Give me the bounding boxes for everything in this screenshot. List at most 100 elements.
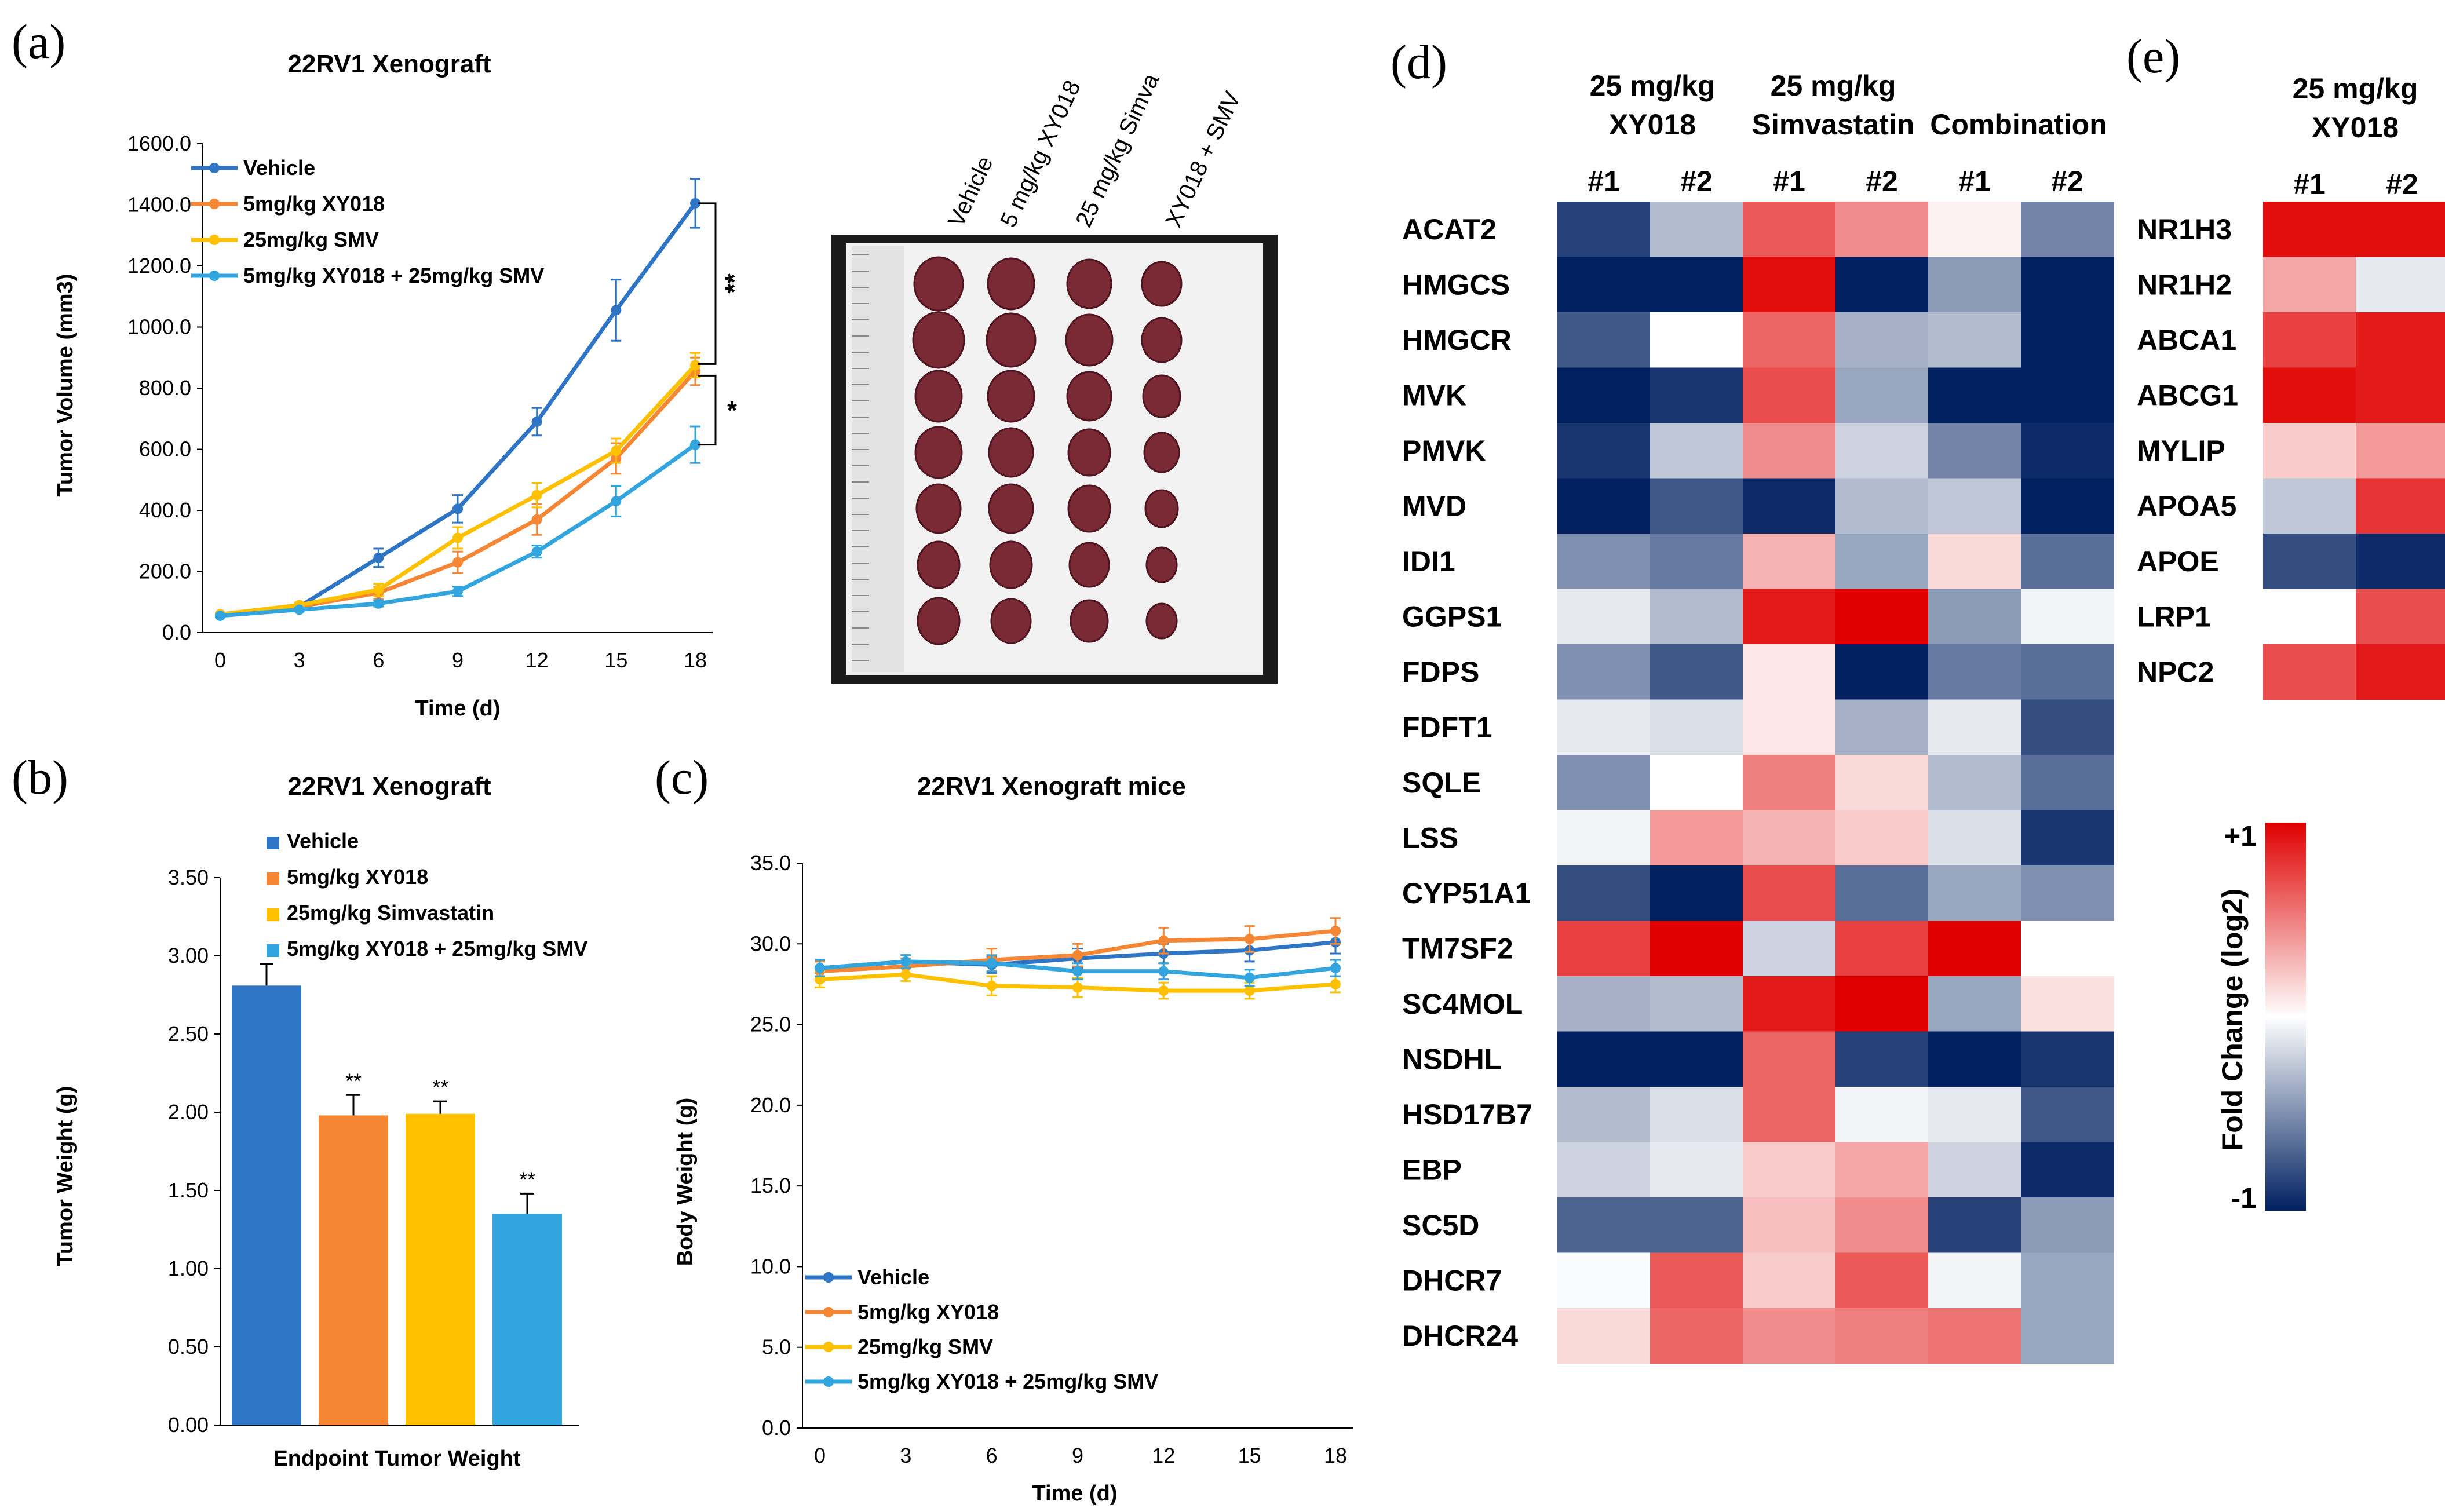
tumor-sample [988,427,1034,478]
photo-ruler-ticks [852,254,869,661]
chart-b-legend-label: 5mg/kg XY018 [287,865,428,889]
heatmap-d-cell-nsdhl-5 [2021,1031,2114,1087]
heatmap-d-cell-nsdhl-3 [1835,1031,1929,1087]
heatmap-d-row-label-mvk: MVK [1402,379,1466,411]
chart-c-y-tick-label: 0.0 [762,1416,791,1440]
heatmap-d-cell-hmgcs-3 [1835,257,1929,313]
chart-a-x-tick-label: 15 [604,648,627,672]
heatmap-d-cell-ggps1-4 [1928,589,2021,645]
tumor-sample [912,311,965,369]
chart-b-xlabel: Endpoint Tumor Weight [273,1447,520,1471]
chart-a-y-tick-label: 200.0 [139,560,191,583]
heatmap-d-cell-sqle-2 [1743,755,1836,810]
chart-c-y-tick-label: 15.0 [750,1174,791,1197]
chart-b-legend-label: 25mg/kg Simvastatin [287,901,494,925]
heatmap-d-cell-sc4mol-3 [1835,976,1929,1032]
panel-label-a: (a) [12,15,65,69]
chart-b-legend-label: 5mg/kg XY018 + 25mg/kg SMV [287,937,587,960]
chart-b-y-tick-label: 1.00 [168,1257,209,1280]
heatmap-d-row-label-dhcr24: DHCR24 [1402,1320,1518,1352]
photo-ruler [852,246,904,672]
heatmap-d-row-label-idi1: IDI1 [1402,545,1455,578]
heatmap-d-group3: Combination [1930,108,2107,141]
heatmap-d-cell-pmvk-4 [1928,423,2021,479]
chart-c-xlabel: Time (d) [1032,1481,1117,1506]
chart-a-y-tick-label: 1400.0 [127,193,191,217]
chart-c-y-tick-label: 30.0 [750,932,791,955]
heatmap-d-cell-hmgcs-1 [1650,257,1743,313]
chart-a-sig-bracket-1 [698,202,717,365]
heatmap-e-cell-apoe-0 [2263,534,2356,589]
chart-a-series-5mg-kg-xy018-25mg-kg-smv-point [373,598,384,609]
heatmap-d-cell-mvd-4 [1928,478,2021,534]
heatmap-d-col-label: #1 [1588,165,1620,198]
heatmap-d-cell-acat2-5 [2021,202,2114,257]
chart-c-series-25mg-kg-smv-point [1244,985,1255,996]
heatmap-d-cell-idi1-1 [1650,534,1743,589]
heatmap-d-cell-hmgcr-3 [1835,312,1929,368]
heatmap-d-cell-sc5d-3 [1835,1197,1929,1253]
heatmap-d-cell-ebp-4 [1928,1142,2021,1198]
chart-a-y-tick-label: 1000.0 [127,315,191,339]
heatmap-d-cell-nsdhl-1 [1650,1031,1743,1087]
heatmap-d-cell-lss-1 [1650,810,1743,866]
heatmap-e-row-label-nr1h2: NR1H2 [2137,268,2232,301]
chart-a-series-vehicle-point [611,305,622,316]
chart-a-y-tick-label: 1600.0 [127,132,191,155]
chart-b-bar-5mg-kg-xy018-sig: ** [345,1069,362,1093]
heatmap-d-cell-sc4mol-4 [1928,976,2021,1032]
chart-a-series-vehicle-point [531,417,542,428]
chart-a-legend-marker [209,163,220,173]
chart-a-legend-marker [209,235,220,245]
chart-c-series-5mg-kg-xy018-25mg-kg-smv-point [1330,963,1341,974]
chart-c-y-tick-label: 5.0 [762,1335,791,1359]
heatmap-d-cell-ebp-1 [1650,1142,1743,1198]
chart-a-series-25mg-kg-smv-point [531,490,542,501]
heatmap-d-cell-tm7sf2-5 [2021,921,2114,977]
heatmap-d-row-label-pmvk: PMVK [1402,434,1486,467]
chart-b-tumor-weight: 0.00 0.50 1.00 1.50 2.00 2.50 3.00 3.50 ** ** ** Ve… [168,829,587,1437]
heatmap-d-cell-mvk-0 [1557,367,1651,423]
heatmap-d-cell-cyp51a1-3 [1835,865,1929,921]
heatmap-d-cell-acat2-0 [1557,202,1651,257]
heatmap-d-cell-sqle-1 [1650,755,1743,810]
heatmap-d-cell-tm7sf2-4 [1928,921,2021,977]
chart-a-series-25mg-kg-smv-point [690,360,700,371]
tumor-sample [1145,602,1178,640]
heatmap-e-cell-mylip-0 [2263,423,2356,479]
heatmap-d-cell-dhcr7-3 [1835,1252,1929,1309]
chart-c-series-5mg-kg-xy018-point [1072,949,1083,960]
chart-b-y-tick-label: 3.50 [168,865,209,889]
heatmap-e-cell-nr1h2-0 [2263,257,2356,313]
tumor-sample [913,256,964,312]
heatmap-d-cell-mvd-1 [1650,478,1743,534]
chart-a-series-vehicle-point [690,198,700,209]
heatmap-e-cell-lrp1-1 [2356,589,2445,645]
chart-c-legend-label: Vehicle [857,1265,929,1289]
heatmap-d-cell-idi1-4 [1928,534,2021,589]
heatmap-e-cell-nr1h2-1 [2356,257,2445,313]
heatmap-d-cell-nsdhl-4 [1928,1031,2021,1087]
heatmap-d-cell-mvk-3 [1835,367,1929,423]
heatmap-d-cell-nsdhl-2 [1743,1031,1836,1087]
photo-label-simva: 25 mg/kg Simva [1071,70,1164,231]
heatmap-d-row-label-hsd17b7: HSD17B7 [1402,1098,1532,1131]
chart-a-x-tick-label: 0 [214,648,226,672]
heatmap-d-cell-hmgcs-0 [1557,257,1651,313]
tumor-sample [1141,317,1183,363]
heatmap-d-cell-mvk-2 [1743,367,1836,423]
heatmap-d-cell-dhcr24-0 [1557,1308,1651,1364]
heatmap-d-group1-line2: XY018 [1609,108,1696,141]
heatmap-d-row-label-mvd: MVD [1402,490,1466,522]
chart-c-ylabel: Body Weight (g) [673,1098,698,1266]
heatmap-d-cell-fdft1-4 [1928,699,2021,755]
heatmap-d-row-label-sc4mol: SC4MOL [1402,988,1523,1020]
heatmap-d-cell-fdps-1 [1650,644,1743,700]
chart-b-y-tick-label: 0.50 [168,1335,209,1358]
tumor-sample [915,483,962,534]
heatmap-d-cell-acat2-3 [1835,202,1929,257]
heatmap-d-cell-cyp51a1-5 [2021,865,2114,921]
heatmap-d-cell-fdps-3 [1835,644,1929,700]
heatmap-d-cell-ggps1-3 [1835,589,1929,645]
tumor-sample [1065,313,1114,367]
